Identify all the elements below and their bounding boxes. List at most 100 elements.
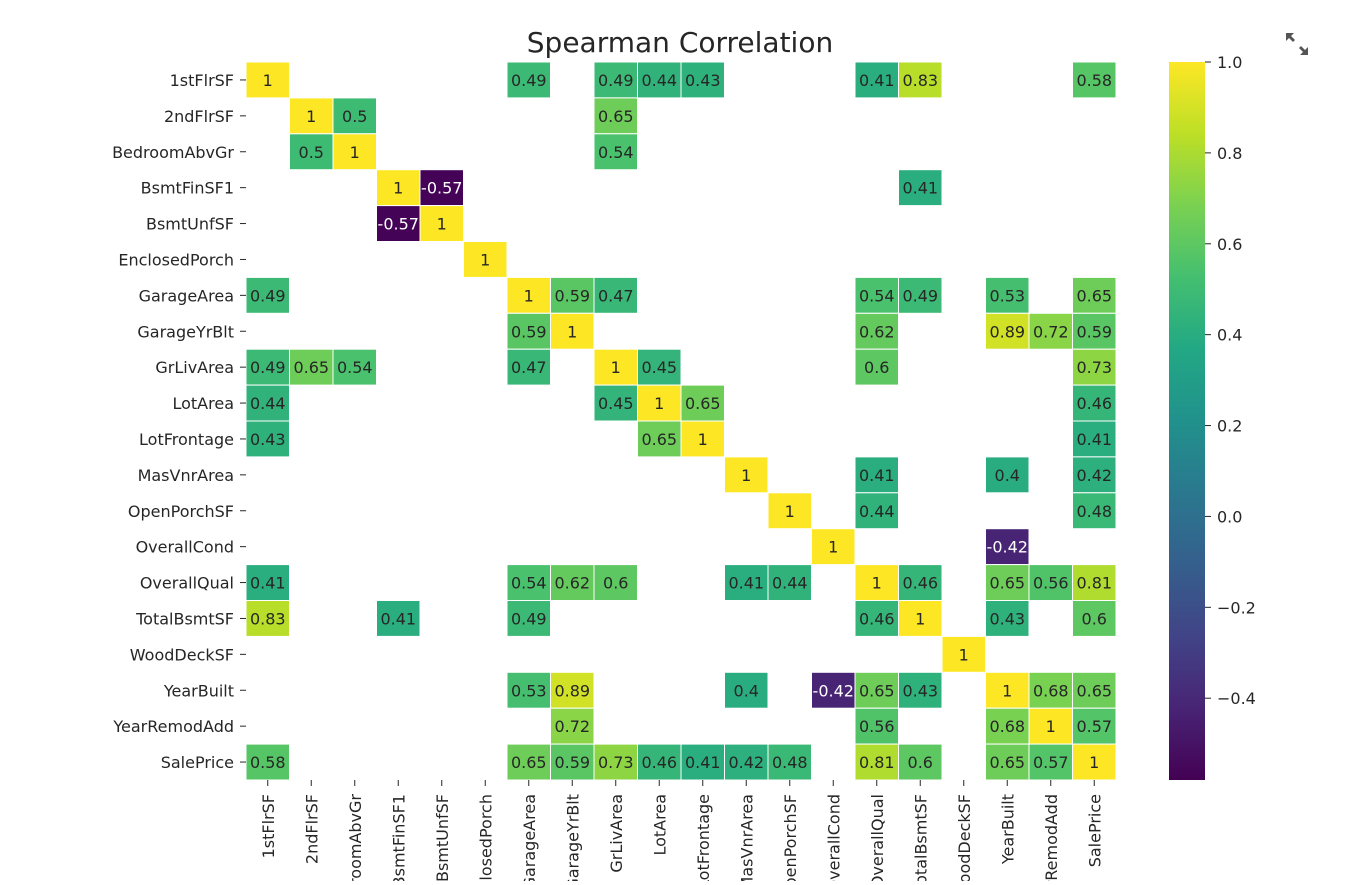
cell-value-label: 0.53: [989, 286, 1025, 305]
cell-value-label: 0.56: [1033, 574, 1069, 593]
heatmap-cell: [332, 97, 377, 135]
cell-value-label: 0.43: [989, 609, 1025, 628]
colorbar-tick-label: 0.8: [1217, 144, 1242, 163]
heatmap-cell: [680, 743, 725, 781]
heatmap-cell: [419, 205, 464, 243]
cell-value-label: 1: [1089, 753, 1099, 772]
heatmap-cell: [854, 348, 899, 386]
x-tick-label: GarageArea: [520, 794, 539, 881]
cell-value-label: 0.41: [1076, 430, 1112, 449]
expand-icon-arrow-top-left: [1286, 33, 1295, 42]
heatmap-cell: [637, 384, 682, 422]
cell-value-label: 0.73: [598, 753, 634, 772]
heatmap-cells: 1 0.49 0.49 0.44 0.43 0.41 0.83 0.581 0.5 0.650.5…: [245, 61, 1117, 781]
y-tick-label: LotArea: [172, 394, 234, 413]
heatmap-cell: [550, 707, 595, 745]
cell-value-label: 0.54: [337, 358, 373, 377]
heatmap-cell: [550, 743, 595, 781]
y-tick-label: GarageArea: [139, 286, 234, 305]
heatmap-cell: [637, 420, 682, 458]
cell-value-label: 0.68: [989, 717, 1025, 736]
cell-value-label: 1: [698, 430, 708, 449]
heatmap-cell: [854, 743, 899, 781]
heatmap-cell: [593, 97, 638, 135]
heatmap-cell: [1072, 348, 1117, 386]
cell-value-label: 0.89: [989, 322, 1025, 341]
heatmap-cell: [550, 671, 595, 709]
cell-value-label: 0.65: [859, 681, 895, 700]
heatmap-cell: [593, 276, 638, 314]
x-tick-label: SalePrice: [1085, 794, 1104, 867]
cell-value-label: 0.44: [641, 71, 677, 90]
cell-value-label: 1: [393, 179, 403, 198]
cell-value-label: 0.68: [1033, 681, 1069, 700]
cell-value-label: 0.65: [598, 107, 634, 126]
cell-value-label: 0.6: [1082, 609, 1107, 628]
colorbar-tick-label: −0.2: [1217, 598, 1256, 617]
heatmap-cell: [898, 276, 943, 314]
heatmap-cell: [898, 743, 943, 781]
cell-value-label: 0.73: [1076, 358, 1112, 377]
cell-value-label: 1: [611, 358, 621, 377]
cell-value-label: -0.57: [378, 215, 419, 234]
cell-value-label: 0.56: [859, 717, 895, 736]
cell-value-label: 1: [306, 107, 316, 126]
cell-value-label: 0.44: [859, 502, 895, 521]
x-tick-label: YearRemodAdd: [1042, 794, 1061, 881]
cell-value-label: 0.72: [1033, 322, 1069, 341]
cell-value-label: 0.44: [250, 394, 286, 413]
x-tick-label: EnclosedPorch: [476, 794, 495, 881]
heatmap-cell: [506, 312, 551, 350]
heatmap-cell: [898, 61, 943, 99]
heatmap-cell: [245, 600, 290, 637]
x-tick-label: BsmtUnfSF: [433, 794, 452, 881]
x-tick-label: YearBuilt: [998, 794, 1017, 865]
cell-value-label: 0.41: [859, 71, 895, 90]
cell-value-label: 0.6: [908, 753, 933, 772]
cell-value-label: 0.41: [380, 609, 416, 628]
cell-value-label: 0.46: [859, 609, 895, 628]
cell-value-label: 0.46: [641, 753, 677, 772]
cell-value-label: 1: [1046, 717, 1056, 736]
y-tick-label: GrLivArea: [155, 358, 234, 377]
y-tick-label: YearRemodAdd: [112, 717, 234, 736]
cell-value-label: 0.41: [728, 574, 764, 593]
heatmap-cell: [985, 600, 1030, 637]
cell-value-label: 0.47: [511, 358, 547, 377]
cell-value-label: -0.57: [421, 179, 462, 198]
heatmap-cell: [767, 564, 812, 601]
cell-value-label: 1: [1002, 681, 1012, 700]
cell-value-label: 0.65: [685, 394, 721, 413]
heatmap-cell: [506, 61, 551, 99]
y-tick-label: SalePrice: [161, 753, 234, 772]
heatmap-cell: [1028, 743, 1073, 781]
heatmap-cell: [985, 564, 1030, 601]
heatmap-cell: [898, 169, 943, 207]
y-tick-label: OverallCond: [136, 538, 234, 557]
heatmap-cell: [1072, 61, 1117, 99]
cell-value-label: 0.47: [598, 286, 634, 305]
cell-value-label: 0.48: [1076, 502, 1112, 521]
heatmap-cell: [506, 276, 551, 314]
cell-value-label: 1: [741, 466, 751, 485]
y-tick-label: 2ndFlrSF: [164, 107, 234, 126]
heatmap-cell: [245, 564, 290, 601]
x-tick-label: WoodDeckSF: [955, 794, 974, 881]
heatmap-cell: [680, 384, 725, 422]
heatmap-cell: [1072, 384, 1117, 422]
heatmap-cell: [506, 743, 551, 781]
expand-icon[interactable]: [1283, 30, 1311, 58]
heatmap-cell: [463, 241, 508, 278]
chart-title: Spearman Correlation: [527, 26, 833, 59]
heatmap-cell: [985, 276, 1030, 314]
heatmap-cell: [550, 312, 595, 350]
cell-value-label: 0.49: [598, 71, 634, 90]
heatmap-cell: [724, 456, 769, 494]
heatmap-cell: [637, 348, 682, 386]
heatmap-cell: [985, 456, 1030, 494]
cell-value-label: 1: [263, 71, 273, 90]
heatmap-cell: [767, 492, 812, 530]
cell-value-label: 0.65: [989, 574, 1025, 593]
